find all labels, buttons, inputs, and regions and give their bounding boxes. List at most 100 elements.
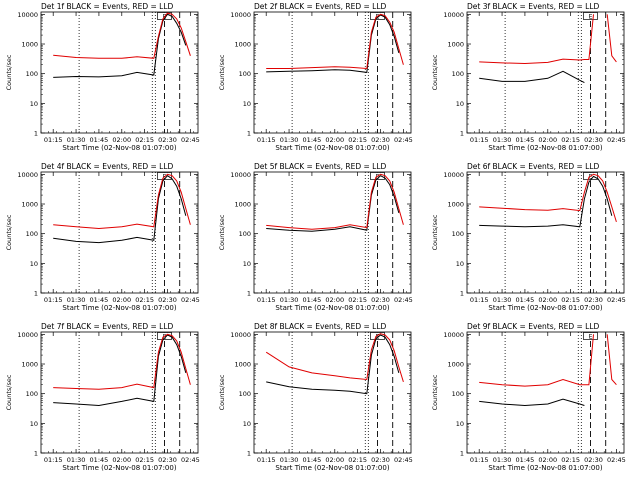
x-tick-label: 01:15 (470, 456, 489, 464)
x-tick-label: 02:30 (371, 296, 390, 304)
y-tick-label: 10000 (230, 331, 251, 339)
x-tick-label: 01:15 (44, 136, 63, 144)
y-tick-label: 1 (34, 290, 38, 298)
y-tick-label: 10000 (17, 331, 38, 339)
x-tick-label: 02:00 (112, 456, 131, 464)
y-tick-label: 100 (239, 230, 251, 238)
x-tick-label: 02:30 (158, 136, 177, 144)
y-axis-label: Counts/sec (218, 54, 226, 90)
x-tick-label: 02:15 (135, 296, 154, 304)
y-axis-label: Counts/sec (431, 374, 439, 410)
x-tick-label: 02:15 (348, 296, 367, 304)
panel-det-9: Det 9f BLACK = Events, RED = LLD 1 10 100 10… (431, 322, 626, 472)
panel-title: Det 5f BLACK = Events, RED = LLD (254, 162, 387, 171)
x-tick-label: 02:15 (561, 136, 580, 144)
x-axis-label: Start Time (02-Nov-08 01:07:00) (275, 144, 389, 152)
x-tick-label: 02:15 (348, 456, 367, 464)
panel-title: Det 3f BLACK = Events, RED = LLD (467, 2, 600, 11)
plot-frame (40, 331, 199, 454)
y-tick-label: 1 (247, 130, 251, 138)
series-line-lld (53, 12, 191, 59)
x-tick-label: 01:45 (516, 296, 535, 304)
panel-det-3: Det 3f BLACK = Events, RED = LLD 1 10 100 10… (431, 2, 626, 152)
y-tick-label: 1000 (447, 41, 464, 49)
x-axis-label: Start Time (02-Nov-08 01:07:00) (62, 464, 176, 472)
y-tick-label: 1000 (234, 361, 251, 369)
y-tick-label: 10000 (17, 11, 38, 19)
y-tick-label: 100 (26, 70, 38, 78)
x-tick-label: 02:15 (348, 136, 367, 144)
event-marker-box (583, 332, 598, 340)
y-tick-label: 100 (26, 230, 38, 238)
series-line-lld (53, 173, 191, 230)
y-tick-label: 10 (456, 420, 464, 428)
series-line-lld (479, 14, 594, 65)
series-line-lld (479, 173, 617, 223)
x-axis-label: Start Time (02-Nov-08 01:07:00) (62, 144, 176, 152)
x-tick-label: 02:45 (607, 456, 626, 464)
x-tick-label: 02:00 (538, 456, 557, 464)
event-marker-box (583, 12, 598, 20)
x-tick-label: 02:45 (394, 136, 413, 144)
y-tick-label: 1000 (447, 201, 464, 209)
x-axis-label: Start Time (02-Nov-08 01:07:00) (275, 464, 389, 472)
panel-title: Det 6f BLACK = Events, RED = LLD (467, 162, 600, 171)
panel-det-7: Det 7f BLACK = Events, RED = LLD 1 10 100 10… (5, 322, 200, 472)
panel-det-2: Det 2f BLACK = Events, RED = LLD 1 10 100 10… (218, 2, 413, 152)
panel-title: Det 9f BLACK = Events, RED = LLD (467, 322, 600, 331)
x-tick-label: 01:30 (280, 296, 299, 304)
plot-frame (466, 331, 625, 454)
series-line-events (479, 175, 613, 228)
y-tick-label: 1000 (234, 201, 251, 209)
x-tick-label: 01:45 (516, 456, 535, 464)
panel-title: Det 2f BLACK = Events, RED = LLD (254, 2, 387, 11)
x-tick-label: 02:00 (538, 296, 557, 304)
series-line-lld (266, 13, 404, 70)
y-axis-label: Counts/sec (218, 214, 226, 250)
y-tick-label: 100 (239, 70, 251, 78)
series-line-lld (606, 14, 617, 63)
x-tick-label: 01:30 (493, 136, 512, 144)
y-tick-label: 10000 (17, 171, 38, 179)
y-tick-label: 10000 (443, 331, 464, 339)
y-axis-label: Counts/sec (431, 54, 439, 90)
x-tick-label: 01:45 (303, 456, 322, 464)
y-tick-label: 1 (247, 290, 251, 298)
y-tick-label: 10000 (230, 11, 251, 19)
plot-frame (253, 171, 412, 294)
x-tick-label: 01:30 (493, 456, 512, 464)
x-tick-label: 01:15 (44, 296, 63, 304)
x-tick-label: 02:30 (371, 456, 390, 464)
x-tick-label: 01:45 (303, 136, 322, 144)
series-line-events (53, 13, 187, 78)
event-marker-label: E (589, 334, 593, 341)
y-tick-label: 100 (239, 390, 251, 398)
panel-title: Det 1f BLACK = Events, RED = LLD (41, 2, 174, 11)
x-tick-label: 01:15 (257, 296, 276, 304)
y-tick-label: 100 (452, 70, 464, 78)
panel-det-4: Det 4f BLACK = Events, RED = LLD 1 10 100 10… (5, 162, 200, 312)
x-axis-label: Start Time (02-Nov-08 01:07:00) (488, 304, 602, 312)
x-tick-label: 01:45 (90, 136, 109, 144)
x-tick-label: 02:00 (325, 296, 344, 304)
y-tick-label: 1 (247, 450, 251, 458)
event-marker-label: E (376, 174, 380, 181)
y-tick-label: 1 (460, 130, 464, 138)
x-tick-label: 01:15 (257, 136, 276, 144)
panel-title: Det 4f BLACK = Events, RED = LLD (41, 162, 174, 171)
panel-title: Det 7f BLACK = Events, RED = LLD (41, 322, 174, 331)
series-line-lld (479, 334, 594, 387)
series-line-events (53, 175, 187, 244)
x-tick-label: 01:45 (90, 456, 109, 464)
y-tick-label: 10000 (443, 171, 464, 179)
y-tick-label: 1000 (21, 361, 38, 369)
y-tick-label: 10 (243, 420, 251, 428)
plot-frame (466, 171, 625, 294)
y-tick-label: 100 (452, 230, 464, 238)
x-axis-label: Start Time (02-Nov-08 01:07:00) (275, 304, 389, 312)
series-line-lld (265, 333, 404, 383)
x-tick-label: 02:30 (584, 296, 603, 304)
x-tick-label: 02:30 (158, 296, 177, 304)
